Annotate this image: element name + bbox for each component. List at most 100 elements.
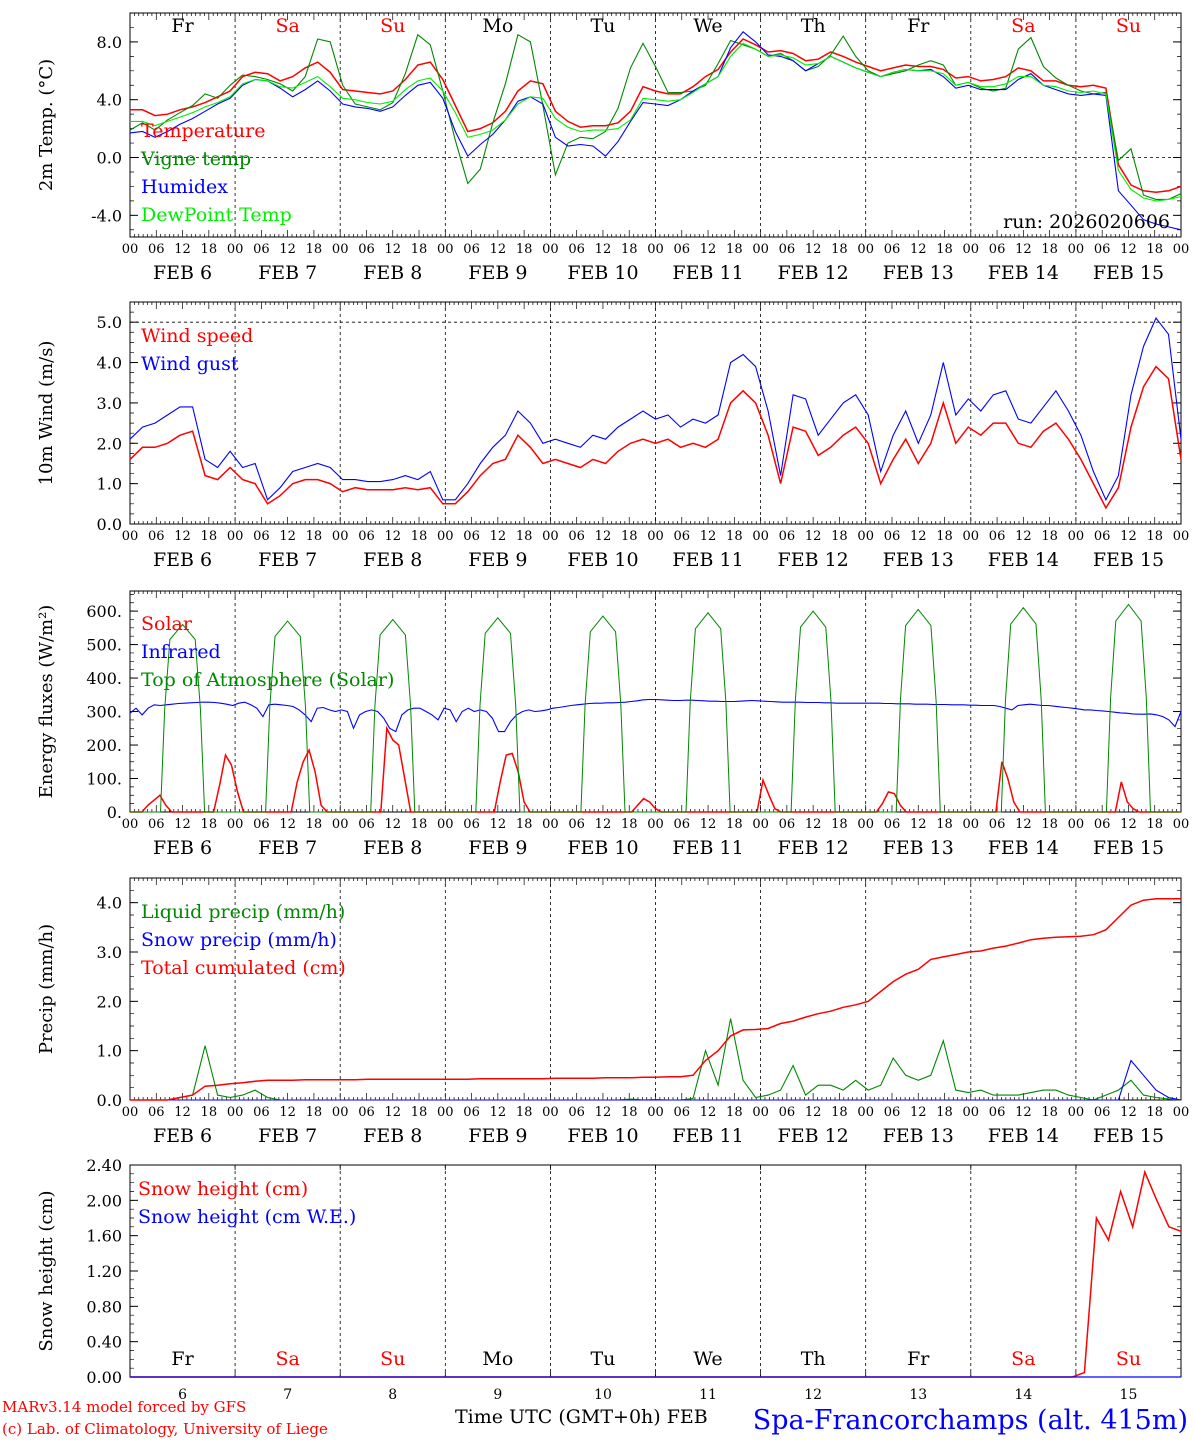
day-number-label: 9 [493,1387,502,1403]
hour-label: 18 [516,817,533,832]
hour-label: 06 [148,817,165,832]
hour-label: 18 [1146,529,1163,544]
hour-label: 06 [674,1105,691,1120]
weekday-label: Su [380,15,405,37]
y-axis-label: Precip (mm/h) [36,924,57,1054]
date-label: FEB 10 [567,262,638,284]
y-axis: 600. 500. 400. 300. 200. 100. 0. [86,593,1181,822]
series-line-infrared [129,698,1182,733]
hour-label: 06 [253,529,270,544]
date-label: FEB 11 [672,837,743,859]
hour-label: 06 [1094,242,1111,257]
series-group [129,31,1182,231]
hour-label: 18 [1041,1105,1058,1120]
y-tick-label: 8.0 [97,33,122,52]
weekday-label: Su [1116,15,1141,37]
panel-1: 8.0 4.0 0.0 -4.0 2m Temp. (°C) Fr Sa Su Mo Tu We Th… [36,12,1189,284]
legend: Temperature Vigne temp Humidex DewPoint Tem… [140,120,292,226]
hour-label: 06 [1094,817,1111,832]
date-label: FEB 13 [883,262,954,284]
y-axis: 5.0 4.0 3.0 2.0 1.0 0.0 [97,301,1181,534]
hour-label: 12 [490,242,507,257]
y-axis-label: 2m Temp. (°C) [36,59,57,191]
y-tick-label: 2.00 [86,1191,122,1210]
series-line-toa-solar [130,603,1181,813]
hour-label: 12 [384,242,401,257]
y-tick-label: 3.0 [97,943,122,962]
weekday-label: Th [801,1348,826,1370]
date-label: FEB 9 [468,1125,527,1147]
hour-label: 12 [700,1105,717,1120]
hour-label: 00 [963,817,980,832]
hour-label: 18 [1146,817,1163,832]
hour-label: 18 [621,1105,638,1120]
hour-label: 00 [647,817,664,832]
hour-label: 18 [306,1105,323,1120]
y-tick-label: 4.0 [97,354,122,373]
hour-label: 12 [1015,529,1032,544]
hour-label: 18 [621,529,638,544]
hour-label: 18 [411,1105,428,1120]
hour-label: 00 [647,1105,664,1120]
date-label: FEB 14 [988,837,1059,859]
footer: MARv3.14 model forced by GFS (c) Lab. of… [2,1398,1188,1438]
hour-label: 00 [332,242,349,257]
date-label: FEB 12 [778,262,849,284]
hour-label: 12 [910,1105,927,1120]
date-label: FEB 9 [468,262,527,284]
date-label: FEB 6 [153,262,212,284]
hour-label: 12 [805,1105,822,1120]
hour-label: 12 [174,529,191,544]
hour-label: 18 [1146,1105,1163,1120]
day-number-label: 13 [909,1387,927,1403]
hour-label: 00 [1173,1105,1190,1120]
hour-label: 00 [1173,529,1190,544]
legend-entry: Total cumulated (cm) [141,957,346,979]
day-number-label: 11 [699,1387,717,1403]
hour-label: 06 [884,817,901,832]
hour-label: 00 [227,529,244,544]
hour-label: 12 [174,1105,191,1120]
hour-label: 00 [122,1105,139,1120]
hour-label: 12 [595,817,612,832]
hour-label: 06 [568,529,585,544]
series-line-dewpoint-temp [130,42,1182,202]
weekday-label: Tu [590,15,615,37]
hour-label: 12 [279,1105,296,1120]
hour-label: 00 [857,817,874,832]
series-group [129,317,1182,510]
day-number-label: 8 [388,1387,397,1403]
y-tick-label: 1.60 [86,1227,122,1246]
series-group [130,1169,1182,1378]
hour-label: 06 [779,242,796,257]
weekday-label: Sa [1011,15,1035,37]
date-label: FEB 7 [258,549,317,571]
hour-label: 18 [201,529,218,544]
hour-label: 18 [936,242,953,257]
hour-label: 18 [201,1105,218,1120]
date-label: FEB 13 [883,549,954,571]
hour-label: 06 [779,817,796,832]
hour-label: 18 [621,817,638,832]
hour-label: 06 [253,817,270,832]
hour-label: 12 [700,529,717,544]
series-line-temperature [130,38,1182,193]
hour-label: 12 [490,817,507,832]
hour-label: 06 [674,242,691,257]
date-label: FEB 11 [672,1125,743,1147]
hour-label: 00 [437,1105,454,1120]
y-tick-label: 0.00 [86,1368,122,1387]
y-axis-label: Energy fluxes (W/m²) [36,605,57,799]
weekday-label: Tu [590,1348,615,1370]
weekday-label: We [693,1348,722,1370]
hour-label: 06 [989,242,1006,257]
hour-label: 12 [1015,242,1032,257]
hour-label: 00 [122,529,139,544]
hour-label: 06 [358,529,375,544]
hour-label: 00 [437,817,454,832]
hour-label: 18 [726,1105,743,1120]
hour-label: 12 [279,242,296,257]
day-number-label: 15 [1120,1387,1138,1403]
hour-label: 12 [490,529,507,544]
hour-label: 18 [1041,817,1058,832]
